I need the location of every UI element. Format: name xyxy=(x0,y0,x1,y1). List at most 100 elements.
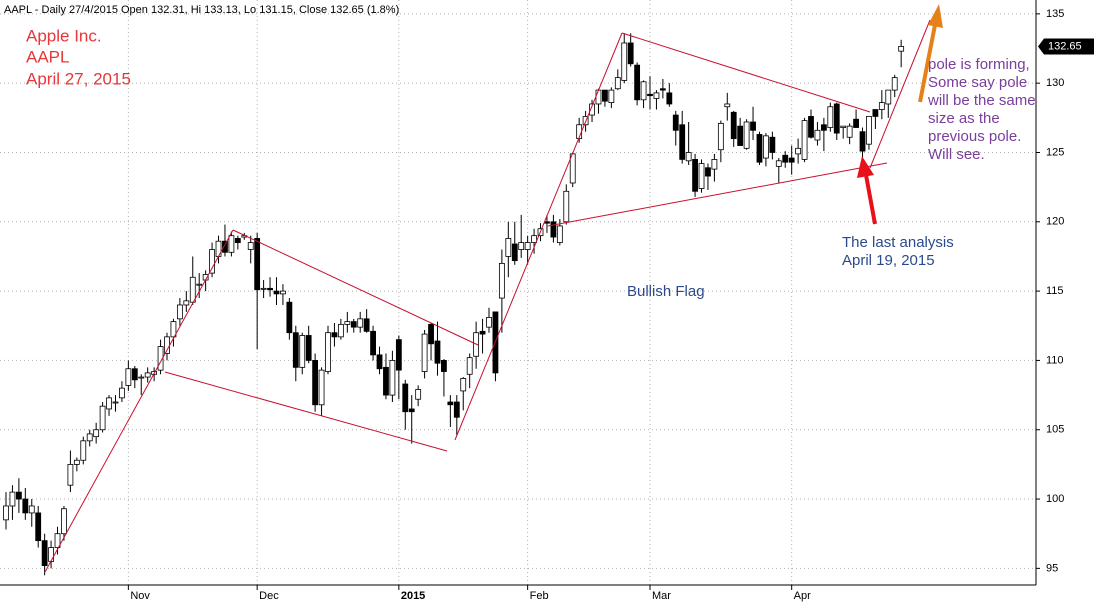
annotation: Will see. xyxy=(928,146,985,163)
candle-body xyxy=(112,401,119,404)
candle-body xyxy=(305,335,312,361)
candle-body xyxy=(743,121,750,149)
trend-line xyxy=(164,371,448,452)
candle-body xyxy=(157,346,164,371)
candle-body xyxy=(441,360,447,372)
candle-body xyxy=(672,114,679,131)
last-price-box xyxy=(1038,38,1094,55)
candle-body xyxy=(859,131,866,152)
annotation: previous pole. xyxy=(928,128,1021,145)
annotation: April 19, 2015 xyxy=(842,252,935,269)
candle-body xyxy=(170,321,177,338)
candle-body xyxy=(556,225,563,243)
candle-body xyxy=(428,323,434,345)
red-arrow xyxy=(864,174,877,225)
candle-body xyxy=(705,167,711,177)
candle-body xyxy=(775,160,782,167)
candle-body xyxy=(769,136,776,153)
candle-body xyxy=(659,88,666,91)
annotation: size as the xyxy=(928,110,1000,127)
x-tick-label: Apr xyxy=(794,590,811,602)
candle-body xyxy=(376,354,383,370)
candle-body xyxy=(866,116,872,145)
candle-body xyxy=(54,533,61,548)
candle-body xyxy=(331,332,338,338)
red-arrow-head xyxy=(857,156,874,178)
candle-body xyxy=(395,339,402,371)
x-tick-label: Feb xyxy=(530,590,549,602)
trend-line xyxy=(869,19,931,169)
candle-body xyxy=(15,491,22,500)
trend-line xyxy=(454,32,623,441)
candle-body xyxy=(756,134,763,163)
candle-body xyxy=(370,330,376,356)
y-tick-label: 110 xyxy=(1046,354,1064,366)
candle-body xyxy=(344,321,351,325)
candle-body xyxy=(61,508,67,535)
y-tick-label: 100 xyxy=(1046,493,1064,505)
chart-title: AAPL - Daily 27/4/2015 Open 132.31, Hi 1… xyxy=(4,4,399,16)
candle-body xyxy=(408,408,415,413)
candle-body xyxy=(131,368,138,381)
candle-body xyxy=(3,505,9,521)
candle-body xyxy=(73,459,80,465)
candle-body xyxy=(312,360,319,406)
candle-body xyxy=(292,332,299,368)
candle-body xyxy=(99,405,106,431)
candle-body xyxy=(318,369,325,406)
candle-body xyxy=(144,372,151,378)
candle-body xyxy=(627,42,634,65)
candle-body xyxy=(602,89,608,102)
candle-body xyxy=(698,163,705,189)
candle-body xyxy=(589,103,595,116)
candle-body xyxy=(679,124,686,160)
candle-body xyxy=(86,433,93,442)
annotation: Apple Inc. xyxy=(26,26,102,45)
candle-body xyxy=(518,242,525,250)
orange-arrow-head xyxy=(928,4,943,28)
candle-body xyxy=(621,42,628,81)
x-tick-label: Nov xyxy=(130,590,150,602)
candle-body xyxy=(498,262,505,299)
candle-body xyxy=(183,300,190,306)
y-tick-label: 120 xyxy=(1046,216,1064,228)
candle-body xyxy=(28,505,35,514)
annotation: Some say pole xyxy=(928,74,1027,91)
trend-line xyxy=(621,32,871,113)
x-tick-label: Dec xyxy=(259,590,279,602)
candle-body xyxy=(176,304,183,320)
annotation: will be the same xyxy=(927,92,1036,109)
candle-body xyxy=(827,106,834,128)
annotation: April 27, 2015 xyxy=(26,69,131,88)
y-tick-label: 130 xyxy=(1046,77,1064,89)
candle-body xyxy=(524,242,531,250)
candle-body xyxy=(125,368,132,386)
candle-body xyxy=(666,92,673,105)
candle-body xyxy=(67,463,74,486)
trend-lines xyxy=(44,4,943,573)
candle-body xyxy=(788,157,795,163)
candle-body xyxy=(486,317,492,328)
candle-body xyxy=(840,125,847,128)
y-tick-label: 135 xyxy=(1046,8,1064,20)
x-tick-label: 2015 xyxy=(401,590,425,602)
candle-body xyxy=(402,383,409,413)
candle-body xyxy=(544,221,550,224)
candle-body xyxy=(434,340,441,364)
candle-body xyxy=(41,540,48,566)
candles xyxy=(3,33,905,576)
candle-body xyxy=(763,135,769,159)
candle-body xyxy=(196,283,203,286)
axis-labels: 95 100 105 110 115 120 125 130 135 Nov Dec 2015 Feb M… xyxy=(127,8,1094,602)
candle-body xyxy=(106,397,112,410)
candle-body xyxy=(820,124,827,131)
candle-body xyxy=(653,92,660,99)
candle-body xyxy=(383,366,389,396)
annotation: pole is forming, xyxy=(928,56,1030,73)
candle-body xyxy=(35,512,42,542)
candle-body xyxy=(614,77,621,90)
candle-body xyxy=(189,276,196,303)
candle-body xyxy=(421,333,428,372)
y-tick-label: 105 xyxy=(1046,424,1064,436)
